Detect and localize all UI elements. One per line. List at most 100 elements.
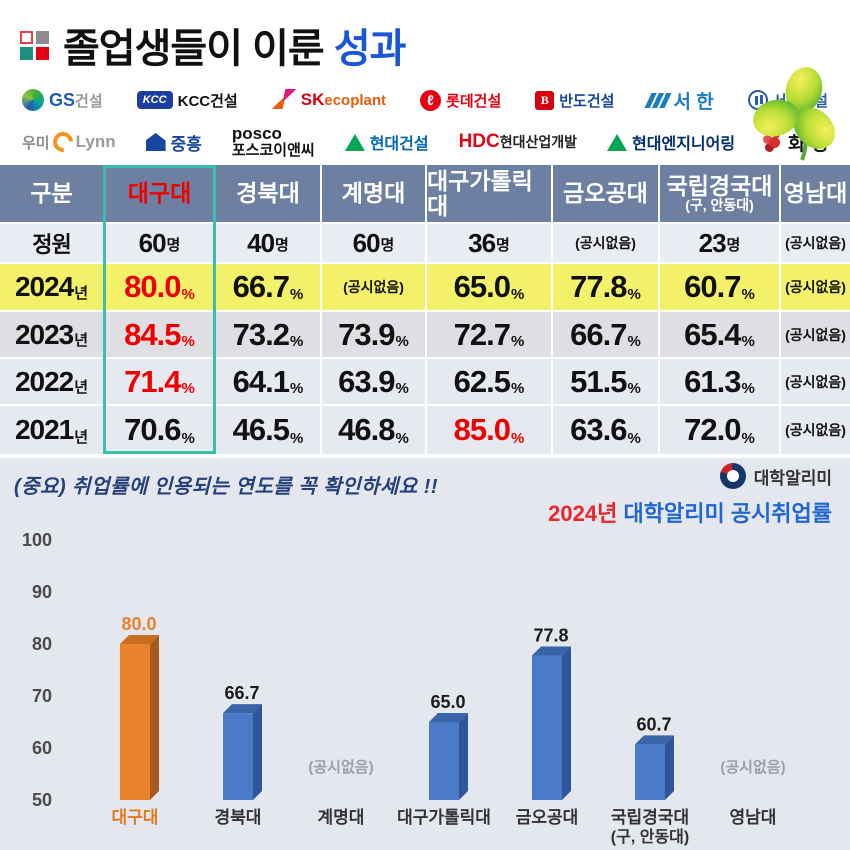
- page-title-row: 졸업생들이 이룬 성과: [20, 16, 407, 74]
- clover-icon: [753, 67, 835, 161]
- table-cell: 66.7%: [216, 264, 320, 310]
- logo-text: 롯데건설: [446, 92, 502, 110]
- subtitle-year: 2024년: [548, 501, 618, 526]
- bar-top-face: [532, 646, 571, 656]
- table-cell: (공시없음): [781, 264, 850, 310]
- chart-subtitle: 2024년 대학알리미 공시취업률: [548, 496, 832, 528]
- logo-text: 반도건설: [559, 92, 615, 110]
- table-cell: 60 명: [105, 224, 214, 262]
- table-cell: (공시없음): [322, 264, 425, 310]
- table-cell: (공시없음): [781, 359, 850, 404]
- logo-text: 서 한: [673, 91, 714, 113]
- category-label: 국립경국대: [611, 808, 689, 827]
- column-label: 대구대: [127, 180, 192, 207]
- title-accent-text: 성과: [333, 27, 407, 71]
- category-sublabel: (구, 안동대): [611, 828, 689, 846]
- bar-group-1: 66.7 경북대: [215, 683, 262, 827]
- logo-seohan: 서 한: [644, 87, 714, 114]
- hyundai-engineering-icon: [607, 133, 628, 151]
- column-label: 경북대: [236, 180, 300, 207]
- bar-value-label: 77.8: [533, 625, 568, 645]
- y-axis-tick: 100: [22, 530, 52, 550]
- category-label: 경북대: [215, 808, 262, 827]
- table-cell: 80.0%: [105, 264, 214, 310]
- table-cell: 60.7%: [660, 264, 779, 310]
- bar-top-face: [223, 704, 262, 714]
- logo-hyundai-engineering: 현대엔지니어링: [607, 130, 735, 154]
- row-label-cell: 2022 년: [0, 359, 103, 404]
- subtitle-text: 대학알리미 공시취업률: [623, 501, 832, 526]
- table-cell: 71.4%: [105, 359, 214, 404]
- bar-top-face: [429, 713, 468, 722]
- source-logo-label: 대학알리미: [753, 468, 832, 488]
- row-label-cell: 2024 년: [0, 264, 103, 310]
- category-label: 계명대: [318, 808, 365, 827]
- table-cell: (공시없음): [781, 224, 850, 262]
- table-cell: 46.5%: [216, 406, 320, 454]
- bar-group-4: 77.8 금오공대: [516, 625, 579, 827]
- table-cell: 64.1%: [216, 359, 320, 404]
- table-cell: 73.9%: [322, 312, 425, 357]
- logo-text: 현대엔지니어링: [632, 136, 736, 153]
- employment-rate-table: 구분 대구대 경북대 계명대 대구가톨릭대 금오공대 국립경국대 (구, 안동대) 영남대 정원 6…: [0, 165, 850, 454]
- category-label: 대구대: [112, 808, 159, 827]
- table-cell: (공시없음): [781, 406, 850, 454]
- bar-value-label: 60.7: [636, 714, 671, 734]
- table-header-cell: 대구가톨릭대: [427, 165, 551, 222]
- bar: [429, 722, 459, 800]
- table-cell: 36 명: [427, 224, 551, 262]
- table-cell: 66.7%: [553, 312, 658, 357]
- logo-posco-enc: posco 포스코이앤씨: [232, 124, 315, 160]
- y-axis-tick: 80: [32, 634, 52, 654]
- logo-kcc-construction: KCC KCC건설: [136, 90, 238, 111]
- logo-bando-construction: B 반도건설: [535, 90, 614, 111]
- y-axis-tick: 50: [32, 790, 52, 810]
- logo-text: 현대산업개발: [499, 134, 578, 150]
- logo-text: 건설: [75, 92, 103, 110]
- bar-side-face: [665, 735, 674, 800]
- logo-hdc-hyundai: HDC 현대산업개발: [459, 131, 577, 153]
- table-cell: 23 명: [660, 224, 779, 262]
- employment-bar-chart: 100 90 80 70 60 50 80.0 대구대 66.7 경북대 (공시없음) 계명대 65.0…: [22, 530, 786, 846]
- table-header-cell: 경북대: [216, 165, 320, 222]
- bar: [120, 644, 150, 800]
- logo-woomi-lynn: 우미 Lynn: [22, 127, 116, 157]
- table-cell: 73.2%: [216, 312, 320, 357]
- logo-text: 중흥: [170, 134, 202, 154]
- hwasung-icon: [769, 136, 781, 148]
- chart-section: (중요) 취업률에 인용되는 연도를 꼭 확인하세요 !! 대학알리미 2024…: [0, 458, 850, 850]
- table-cell: 40 명: [216, 224, 320, 262]
- column-label: 계명대: [341, 180, 406, 207]
- column-label: 금오공대: [563, 180, 648, 207]
- bar-value-label: 65.0: [430, 692, 465, 712]
- logo-hyundai-construction: 현대건설: [344, 130, 429, 154]
- table-cell: 65.4%: [660, 312, 779, 357]
- table-cell: 84.5%: [105, 312, 214, 357]
- bar-side-face: [150, 635, 159, 800]
- bar-side-face: [253, 704, 262, 800]
- column-label: 대구가톨릭대: [427, 168, 533, 219]
- bar-group-0: 80.0 대구대: [112, 614, 159, 827]
- bar-group-2: (공시없음) 계명대: [308, 759, 373, 827]
- column-label: 구분: [30, 180, 73, 207]
- source-logo: 대학알리미: [719, 463, 832, 489]
- row-label-cell: 2023 년: [0, 312, 103, 357]
- y-axis-tick: 90: [32, 582, 52, 602]
- table-cell: 60 명: [322, 224, 425, 262]
- bar-value-label: 80.0: [121, 614, 156, 634]
- table-header-cell: 영남대: [781, 165, 850, 222]
- logo-text: SK: [300, 90, 325, 109]
- table-cell: (공시없음): [781, 312, 850, 357]
- table-header-cell: 계명대: [322, 165, 425, 222]
- y-axis-tick: 70: [32, 686, 52, 706]
- sk-ecoplant-icon: [272, 89, 296, 111]
- table-cell: 65.0%: [427, 264, 551, 310]
- bar-top-face: [635, 735, 674, 745]
- bar-group-5: 60.7 국립경국대(구, 안동대): [611, 714, 689, 846]
- table-cell: 85.0%: [427, 406, 551, 454]
- hyundai-construction-icon: [344, 133, 365, 151]
- logo-text: 우미: [22, 134, 50, 152]
- partner-logos-row-2: 우미 Lynn 중흥 posco 포스코이앤씨 현대건설 HDC 현대산업개발 현대엔지니어링…: [22, 122, 828, 162]
- table-cell: 63.6%: [553, 406, 658, 454]
